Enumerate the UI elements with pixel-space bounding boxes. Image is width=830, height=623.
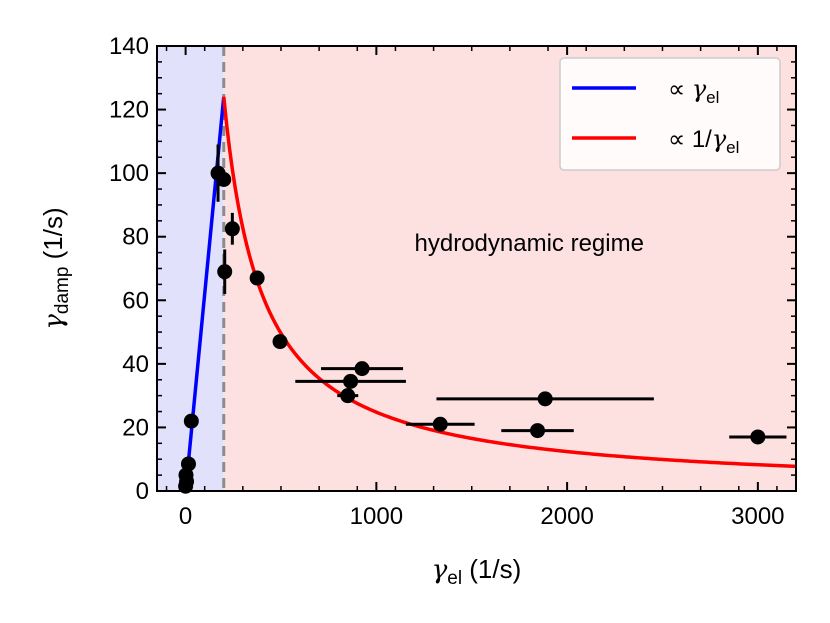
- data-point: [501, 423, 574, 439]
- x-tick-label: 0: [179, 503, 192, 530]
- marker: [217, 264, 233, 280]
- annotation-text: hydrodynamic regime: [415, 230, 644, 257]
- x-tick-label: 1000: [350, 503, 403, 530]
- y-axis-label: γdamp (1/s): [38, 207, 73, 329]
- y-tick-label: 0: [136, 478, 149, 505]
- x-tick-label: 3000: [731, 503, 784, 530]
- data-point: [272, 334, 288, 350]
- data-point: [729, 429, 787, 445]
- marker: [224, 221, 240, 237]
- data-points: [178, 144, 787, 494]
- marker: [183, 413, 199, 429]
- y-tick-label: 80: [122, 224, 149, 251]
- data-point: [216, 172, 232, 187]
- legend: ∝ γel ∝ 1/γel: [559, 57, 781, 171]
- marker: [249, 270, 265, 286]
- marker: [343, 373, 359, 389]
- legend-label-linear: ∝ γel: [668, 75, 719, 107]
- y-tick-label: 140: [109, 33, 149, 60]
- marker: [537, 391, 553, 407]
- data-point: [295, 373, 406, 389]
- legend-box: [559, 57, 781, 171]
- data-point: [337, 388, 359, 404]
- legend-label-inverse: ∝ 1/γel: [668, 125, 739, 157]
- y-tick-label: 40: [122, 351, 149, 378]
- marker: [340, 388, 356, 404]
- marker: [272, 334, 288, 350]
- y-tick-label: 60: [122, 287, 149, 314]
- data-point: [180, 456, 196, 472]
- data-point: [436, 391, 654, 407]
- y-tick-label: 100: [109, 160, 149, 187]
- y-tick-label: 20: [122, 414, 149, 441]
- x-tick-label: 2000: [540, 503, 593, 530]
- marker: [750, 429, 766, 445]
- marker: [354, 361, 370, 377]
- data-point: [224, 212, 240, 245]
- marker: [432, 416, 448, 432]
- data-point: [183, 413, 199, 429]
- fit-line-inverse: [222, 96, 797, 469]
- x-axis-label: γel (1/s): [432, 554, 522, 589]
- data-point: [405, 416, 475, 432]
- annotation: hydrodynamic regime: [415, 230, 644, 257]
- marker: [530, 423, 546, 439]
- axes: 0 1000 2000 3000 0 20 40 60 80 100 120 140: [109, 33, 797, 530]
- marker: [180, 456, 196, 472]
- data-point: [217, 249, 233, 294]
- data-point: [249, 270, 265, 286]
- axis-labels: γel (1/s) γdamp (1/s): [38, 207, 521, 589]
- data-point: [321, 361, 404, 377]
- y-tick-label: 120: [109, 97, 149, 124]
- marker: [216, 172, 232, 187]
